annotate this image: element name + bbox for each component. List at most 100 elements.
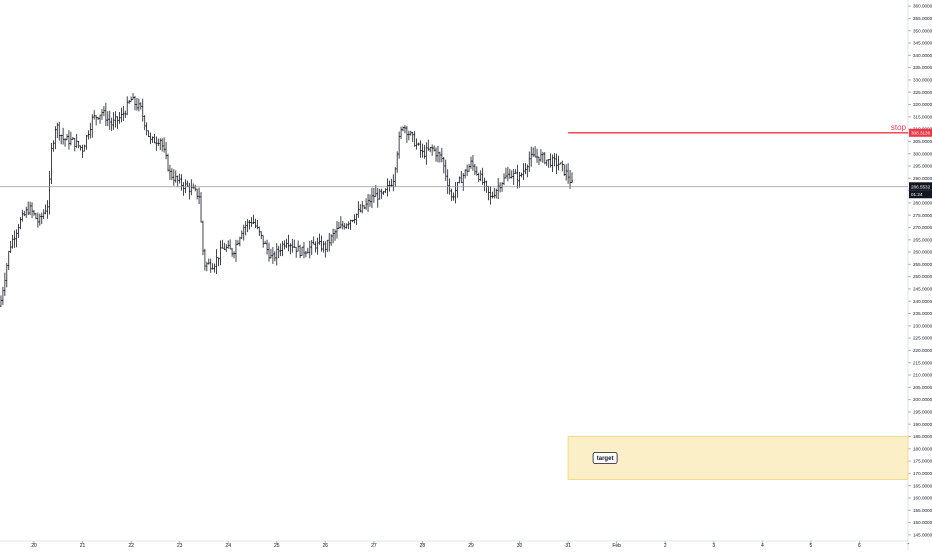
y-tick-label: 265.0000 (913, 237, 932, 242)
ohlc-bar (271, 246, 274, 264)
ohlc-bar (551, 154, 554, 172)
ohlc-bar (50, 142, 53, 184)
y-tick-label: 240.0000 (913, 299, 932, 304)
ohlc-bar (335, 221, 338, 239)
ohlc-bar (570, 172, 573, 184)
ohlc-bar (516, 164, 519, 189)
ohlc-bar (81, 144, 84, 159)
ohlc-bar (419, 140, 422, 158)
ohlc-bar (310, 239, 313, 255)
ohlc-bar (13, 230, 16, 248)
ohlc-bar (172, 169, 175, 186)
ohlc-bar (345, 223, 348, 229)
ohlc-bar (499, 182, 502, 193)
ohlc-bar (159, 138, 162, 151)
y-tick-label: 300.0000 (913, 151, 932, 156)
ohlc-bar (256, 219, 259, 230)
ohlc-bar (421, 143, 424, 158)
ohlc-bar (436, 145, 439, 163)
ohlc-bar (503, 173, 506, 186)
ohlc-bar (104, 102, 107, 127)
x-axis[interactable]: 202122232425262728293031Feb234567 (0, 540, 910, 549)
ohlc-bar (561, 160, 564, 172)
ohlc-bar (306, 247, 309, 254)
y-tick-label: 215.0000 (913, 360, 932, 365)
ohlc-bar (508, 168, 511, 179)
ohlc-bar (285, 238, 288, 249)
ohlc-bar (240, 230, 243, 239)
ohlc-bar (337, 222, 340, 229)
last-price-countdown-tag (909, 190, 932, 199)
ohlc-bar (262, 235, 265, 248)
ohlc-bar (89, 122, 92, 139)
ohlc-bar (34, 213, 37, 219)
ohlc-bar (440, 147, 443, 163)
ohlc-bar (266, 239, 269, 255)
ohlc-bar (330, 234, 333, 246)
y-tick-label: 165.0000 (913, 483, 932, 488)
ohlc-bar (359, 204, 362, 213)
ohlc-bar (489, 186, 492, 205)
y-tick-label: 230.0000 (913, 323, 932, 328)
plot-area[interactable] (0, 92, 573, 308)
ohlc-bar (110, 117, 113, 132)
ohlc-bar (403, 125, 406, 134)
ohlc-bar (143, 115, 146, 131)
y-tick-label: 315.0000 (913, 114, 932, 119)
target-label-box[interactable] (592, 452, 618, 464)
ohlc-bar (567, 163, 570, 184)
y-tick-label: 235.0000 (913, 311, 932, 316)
ohlc-bar (477, 172, 480, 182)
ohlc-bar (407, 130, 410, 141)
y-axis[interactable]: 145.0000 150.0000 155.0000 160.0000 165.0000… (907, 0, 932, 550)
ohlc-bar (456, 181, 459, 198)
ohlc-bar (112, 112, 115, 130)
ohlc-bar (425, 142, 428, 165)
x-tick-label: 6 (858, 543, 861, 549)
x-tick-label: 24 (225, 543, 231, 549)
ohlc-bar (135, 97, 138, 111)
ohlc-bar (19, 217, 22, 230)
target-rect[interactable] (567, 435, 909, 481)
ohlc-bar (188, 182, 191, 200)
ohlc-bar (114, 111, 117, 128)
ohlc-bar (493, 187, 496, 199)
y-tick-label: 145.0000 (913, 532, 932, 537)
ohlc-bar (302, 242, 305, 259)
ohlc-bar (479, 170, 482, 182)
ohlc-bar (431, 144, 434, 156)
ohlc-bar (9, 241, 12, 254)
ohlc-bar (260, 231, 263, 240)
x-tick-label: 21 (80, 543, 86, 549)
ohlc-bar (3, 272, 6, 296)
y-tick-label: 345.0000 (913, 41, 932, 46)
ohlc-bar (132, 92, 135, 100)
ohlc-bar (413, 131, 416, 147)
ohlc-bar (128, 99, 131, 104)
ohlc-bar (518, 172, 521, 188)
ohlc-bar (21, 209, 24, 222)
ohlc-bar (141, 98, 144, 122)
target-zone[interactable]: target (567, 435, 909, 481)
stop-level[interactable]: stop 308.3136 (568, 123, 932, 137)
ohlc-bar (314, 241, 317, 253)
stop-label[interactable]: stop (891, 123, 907, 132)
ohlc-bar (153, 133, 156, 144)
x-tick-label: Feb (612, 543, 621, 549)
y-tick-label: 280.0000 (913, 200, 932, 205)
ohlc-bar (145, 122, 148, 136)
ohlc-bar (182, 182, 185, 196)
ohlc-bar (167, 153, 170, 172)
y-tick-label: 220.0000 (913, 348, 932, 353)
ohlc-bar (207, 258, 210, 265)
ohlc-bar (194, 184, 197, 192)
y-tick-label: 250.0000 (913, 274, 932, 279)
ohlc-bar (475, 166, 478, 176)
ohlc-bar (549, 153, 552, 168)
ohlc-bar (504, 167, 507, 179)
ohlc-bar (149, 132, 152, 145)
ohlc-bar (557, 155, 560, 171)
ohlc-bar (87, 130, 90, 140)
